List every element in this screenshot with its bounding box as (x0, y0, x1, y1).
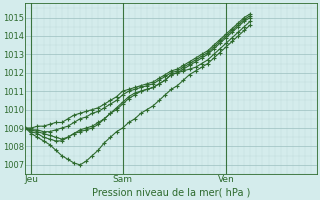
X-axis label: Pression niveau de la mer( hPa ): Pression niveau de la mer( hPa ) (92, 187, 251, 197)
